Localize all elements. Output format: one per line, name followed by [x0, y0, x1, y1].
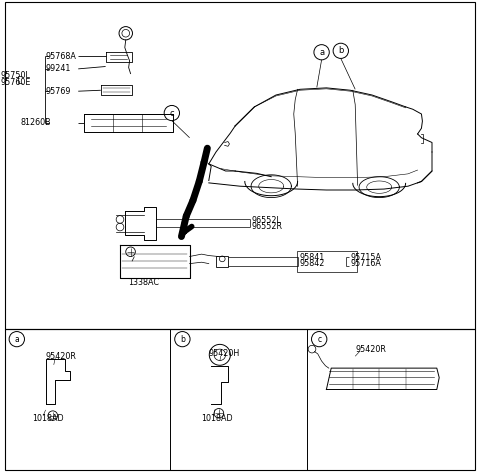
Text: 95760E: 95760E [1, 78, 31, 87]
Text: 1018AD: 1018AD [33, 415, 64, 423]
Text: c: c [169, 109, 174, 117]
Bar [5, 2, 475, 329]
Text: 1338AC: 1338AC [128, 278, 159, 287]
Text: a: a [14, 335, 19, 343]
Text: 95420H: 95420H [209, 350, 240, 358]
Bar [297, 251, 357, 272]
Text: 96552L: 96552L [251, 216, 281, 225]
Text: 95420R: 95420R [355, 345, 386, 353]
Text: 95716A: 95716A [350, 259, 381, 267]
Text: 1018AD: 1018AD [202, 415, 233, 423]
Text: 81260B: 81260B [20, 118, 51, 127]
Bar [5, 329, 475, 470]
Text: b: b [180, 335, 185, 343]
Text: 96552R: 96552R [251, 222, 282, 230]
Text: 95769: 95769 [46, 87, 71, 95]
Text: 95715A: 95715A [350, 253, 382, 262]
Text: 95750L: 95750L [1, 72, 31, 80]
Text: 95768A: 95768A [46, 52, 76, 60]
Text: 99241: 99241 [46, 65, 71, 73]
Bar [216, 256, 228, 267]
Text: b: b [338, 47, 344, 55]
Text: a: a [319, 48, 324, 57]
Text: 95420R: 95420R [46, 352, 76, 361]
Text: c: c [317, 335, 321, 343]
Text: 95842: 95842 [299, 259, 324, 267]
Text: 95841: 95841 [299, 253, 324, 262]
